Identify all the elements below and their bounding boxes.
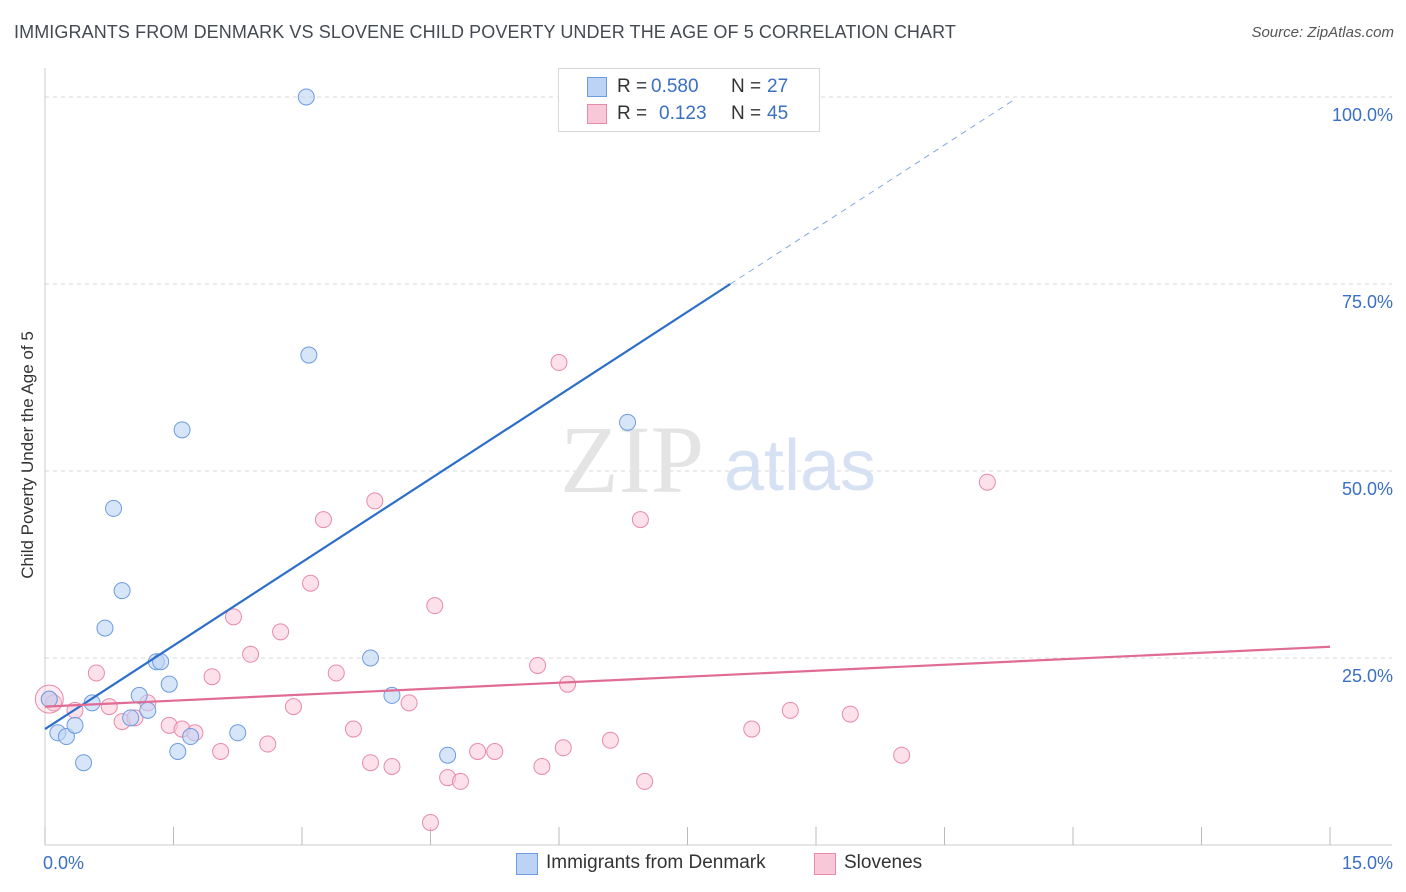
denmark-trend-extension [730, 99, 1014, 285]
slovenes-point [469, 743, 487, 760]
slovenes-point [743, 720, 761, 738]
slovenes-point [486, 743, 504, 760]
slovenes-point [100, 698, 118, 716]
slovenes-point [302, 574, 320, 592]
r-label: R = [617, 76, 648, 97]
slovenes-point [272, 623, 290, 641]
y-tick-label: 50.0% [1342, 479, 1393, 499]
slovenes-point [212, 743, 230, 760]
slovenes-swatch [587, 104, 607, 124]
slovenes-point [781, 701, 799, 719]
denmark-point [173, 421, 191, 439]
denmark-point [297, 88, 315, 106]
denmark-point [152, 653, 170, 671]
denmark-swatch [587, 77, 607, 97]
denmark-point [96, 619, 114, 637]
trend-lines [44, 99, 1331, 730]
denmark-point [130, 686, 148, 704]
denmark-point [362, 649, 380, 667]
r-value-denmark: 0.580 [651, 76, 699, 97]
y-axis-label: Child Poverty Under the Age of 5 [18, 331, 37, 579]
slovenes-point [451, 772, 469, 790]
slovenes-trend-line [44, 645, 1331, 708]
y-tick-label: 75.0% [1342, 292, 1393, 312]
slovenes-point [362, 754, 380, 772]
slovenes-legend-label: Slovenes [844, 852, 923, 873]
denmark-point [57, 728, 75, 746]
slovenes-legend-swatch [814, 853, 836, 875]
slovenes-point [327, 664, 345, 682]
denmark-legend-label: Immigrants from Denmark [546, 852, 766, 873]
slovenes-point [631, 511, 649, 529]
slovenes-point [87, 664, 105, 682]
slovenes-point [636, 772, 654, 790]
denmark-legend-swatch [516, 853, 538, 875]
slovenes-point [559, 675, 577, 693]
slovenes-point [284, 698, 302, 716]
slovenes-point [314, 511, 332, 529]
slovenes-point [422, 814, 439, 832]
grid-lines [45, 96, 1392, 659]
correlation-legend: R = 0.580 N = 27 R = 0.123 N = 45 [558, 68, 820, 132]
slovenes-point [533, 757, 551, 775]
slovenes-point [224, 608, 242, 626]
denmark-point [139, 701, 157, 719]
denmark-point [439, 746, 457, 764]
slovenes-point [259, 735, 277, 753]
n-value-slovenes: 45 [767, 103, 789, 124]
denmark-point [40, 690, 58, 708]
slovenes-point [400, 694, 418, 712]
y-tick-label: 25.0% [1342, 666, 1393, 686]
r-label: R = [617, 103, 648, 124]
watermark: ZIP atlas [560, 406, 876, 513]
denmark-point [160, 675, 178, 693]
slovenes-point [242, 645, 260, 663]
denmark-point [182, 728, 200, 746]
denmark-point [105, 499, 123, 517]
slovenes-point [426, 597, 444, 615]
n-label: N = [731, 103, 762, 124]
source-credit: Source: ZipAtlas.com [1251, 24, 1394, 41]
slovenes-point [203, 668, 221, 686]
slovenes-point [893, 746, 911, 764]
x-tick-label-max: 15.0% [1342, 853, 1393, 873]
chart-title: IMMIGRANTS FROM DENMARK VS SLOVENE CHILD… [14, 22, 956, 42]
denmark-point [169, 743, 187, 760]
slovenes-point [554, 739, 572, 757]
slovenes-point [383, 757, 401, 775]
axes [44, 68, 1392, 846]
watermark-atlas: atlas [724, 426, 876, 506]
r-value-slovenes: 0.123 [659, 103, 707, 124]
denmark-point [619, 413, 637, 431]
denmark-point [113, 582, 131, 600]
tick-labels: 100.0% 75.0% 50.0% 25.0% 0.0% 15.0% [43, 105, 1393, 873]
slovenes-point [529, 656, 547, 674]
denmark-trend-line [44, 283, 731, 730]
denmark-point [300, 346, 318, 364]
x-tick-label-min: 0.0% [43, 853, 84, 873]
y-tick-label: 100.0% [1332, 105, 1393, 125]
slovenes-point [344, 720, 362, 738]
denmark-point [229, 724, 247, 742]
slovenes-point [841, 705, 859, 723]
n-label: N = [731, 76, 762, 97]
denmark-point [122, 709, 140, 727]
n-value-denmark: 27 [767, 76, 789, 97]
slovenes-point [601, 731, 619, 749]
slovenes-point [550, 354, 568, 372]
slovenes-point [978, 473, 996, 491]
denmark-point [75, 754, 93, 772]
slovenes-point [366, 492, 384, 510]
denmark-point [66, 716, 84, 734]
